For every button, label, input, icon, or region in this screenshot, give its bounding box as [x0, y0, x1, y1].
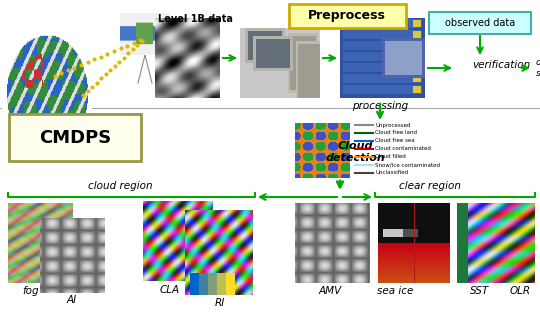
Text: Cloud filled: Cloud filled: [375, 154, 406, 160]
Text: observed data: observed data: [445, 18, 515, 28]
Text: clear region: clear region: [399, 181, 461, 191]
Text: CLA: CLA: [160, 285, 180, 295]
Text: SST: SST: [470, 286, 490, 296]
Text: Cloud free sea: Cloud free sea: [375, 139, 415, 143]
Text: Unclassified: Unclassified: [375, 171, 408, 175]
Text: AMV: AMV: [319, 286, 342, 296]
Text: cloud region: cloud region: [87, 181, 152, 191]
Text: AI: AI: [67, 295, 77, 305]
Text: Unprocessed: Unprocessed: [375, 122, 410, 128]
Text: Cloud
detection: Cloud detection: [325, 141, 385, 162]
Text: Cloud free land: Cloud free land: [375, 130, 417, 136]
Text: fog: fog: [22, 286, 39, 296]
Text: sea ice: sea ice: [377, 286, 413, 296]
Text: CMDPS: CMDPS: [39, 129, 111, 147]
Text: Cloud contaminated: Cloud contaminated: [375, 147, 431, 151]
Text: Preprocess: Preprocess: [308, 9, 386, 23]
Text: verification: verification: [472, 60, 530, 70]
Text: OLR: OLR: [509, 286, 531, 296]
Text: RI: RI: [215, 298, 225, 308]
FancyBboxPatch shape: [429, 12, 531, 34]
Text: distribution
storage: distribution storage: [536, 58, 540, 78]
Text: Snow/Ice contaminated: Snow/Ice contaminated: [375, 162, 440, 168]
Text: Level 1B data: Level 1B data: [158, 14, 232, 24]
FancyBboxPatch shape: [289, 4, 406, 28]
Text: processing: processing: [352, 101, 408, 111]
FancyBboxPatch shape: [9, 114, 141, 161]
